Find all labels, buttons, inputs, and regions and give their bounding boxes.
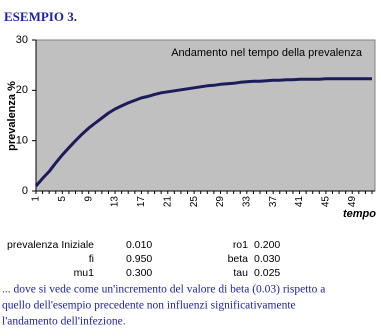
note-line: quello dell'esempio precedente non influ… [2, 300, 296, 312]
x-tick-label: 37 [268, 196, 279, 208]
plot-area [35, 39, 376, 192]
x-tick-label: 13 [110, 196, 121, 208]
x-tick-label: 49 [347, 196, 358, 208]
x-tick-label: 21 [162, 196, 173, 208]
param-value: 0.030 [254, 253, 280, 265]
y-tick-label: 0 [22, 185, 28, 197]
x-tick-label: 9 [83, 196, 94, 202]
x-tick-label: 33 [241, 196, 252, 208]
y-tick-label: 30 [16, 34, 28, 46]
param-label: beta [228, 253, 249, 265]
x-tick-label: 25 [189, 196, 200, 208]
page-title: ESEMPIO 3. [4, 9, 77, 24]
param-value: 0.300 [126, 267, 152, 279]
x-tick-label: 1 [31, 196, 42, 202]
param-value: 0.950 [126, 253, 152, 265]
param-label: mu1 [74, 267, 95, 279]
param-value: 0.025 [254, 267, 280, 279]
param-label: fi [89, 253, 94, 265]
data-line [34, 77, 372, 187]
param-value: 0.200 [254, 239, 280, 251]
x-axis-label: tempo [343, 208, 376, 220]
param-value: 0.010 [126, 239, 152, 251]
x-tick-label: 41 [294, 196, 305, 208]
note-line: l'andamento dell'infezione. [2, 316, 126, 328]
chart-title: Andamento nel tempo della prevalenza [171, 47, 363, 59]
x-tick-label: 17 [136, 196, 147, 208]
x-tick-label: 45 [321, 196, 332, 208]
y-axis-label: prevalenza % [6, 81, 18, 151]
y-tick-label: 20 [16, 84, 28, 96]
param-label: tau [233, 267, 248, 279]
x-tick-label: 29 [215, 196, 226, 208]
note-line: ... dove si vede come un'incremento del … [2, 284, 325, 296]
x-tick-label: 5 [57, 196, 68, 202]
param-label: ro1 [233, 239, 248, 251]
y-tick-label: 10 [16, 135, 28, 147]
param-label: prevalenza Iniziale [7, 239, 94, 251]
